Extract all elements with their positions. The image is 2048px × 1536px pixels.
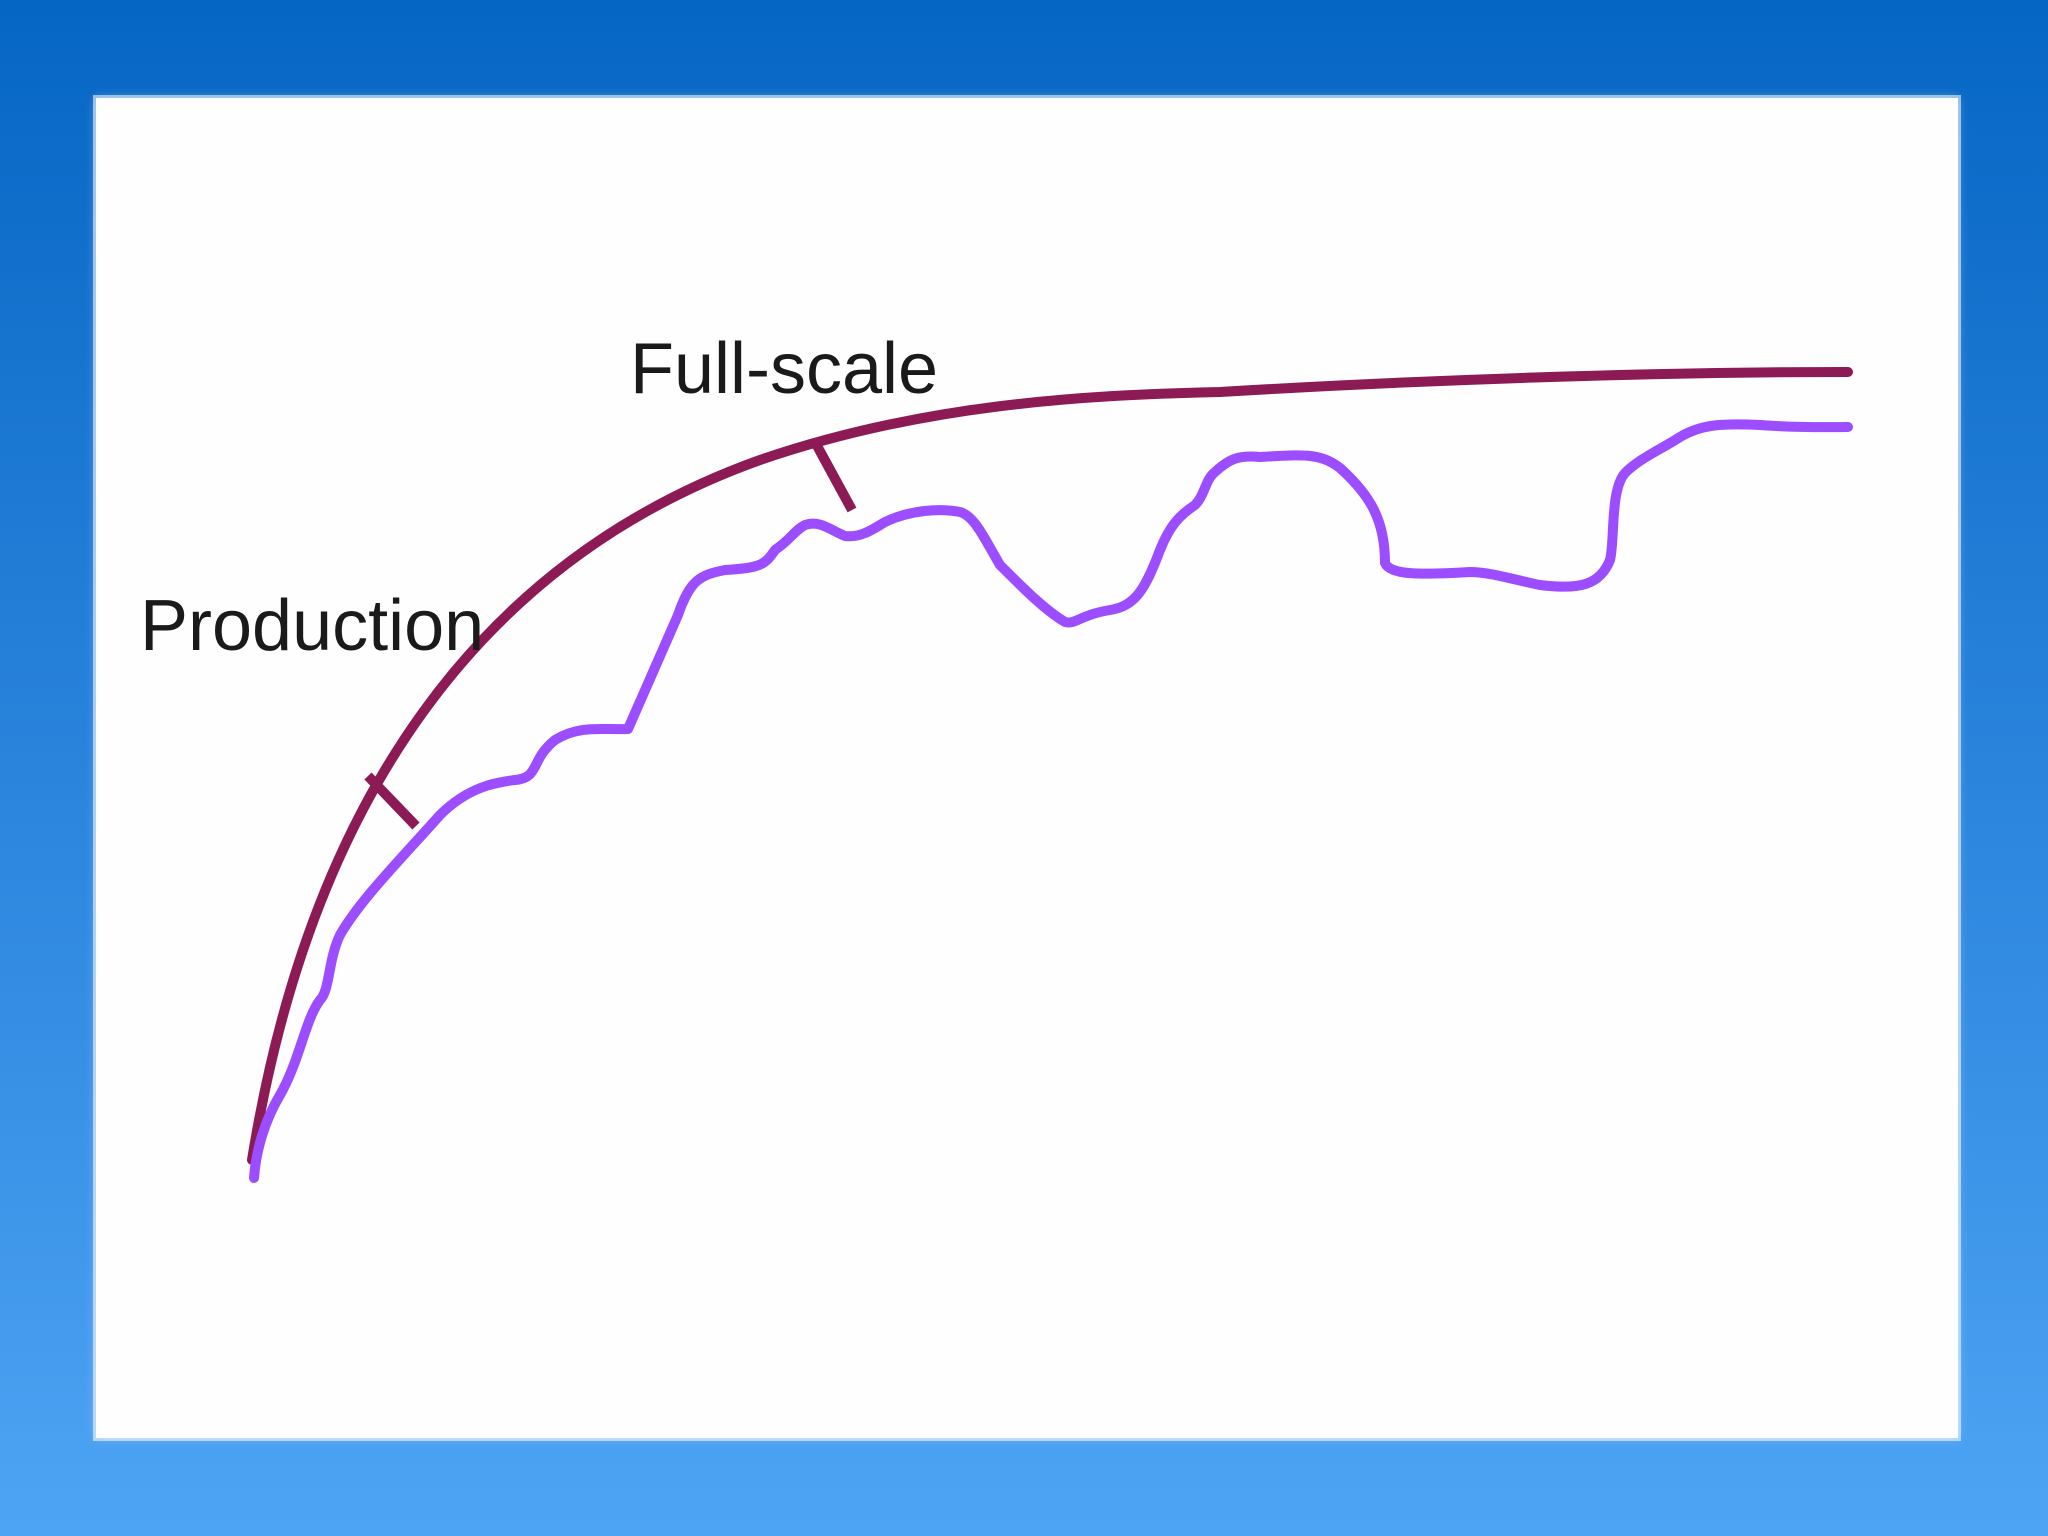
production-tick-mark [364,772,420,830]
full-scale-tick-mark [810,439,857,513]
production-label: Production [140,586,484,666]
ideal-growth-curve [247,367,1853,1165]
whiteboard-panel [96,98,1958,1438]
full-scale-label: Full-scale [630,329,938,409]
actual-growth-curve [249,419,1853,1183]
